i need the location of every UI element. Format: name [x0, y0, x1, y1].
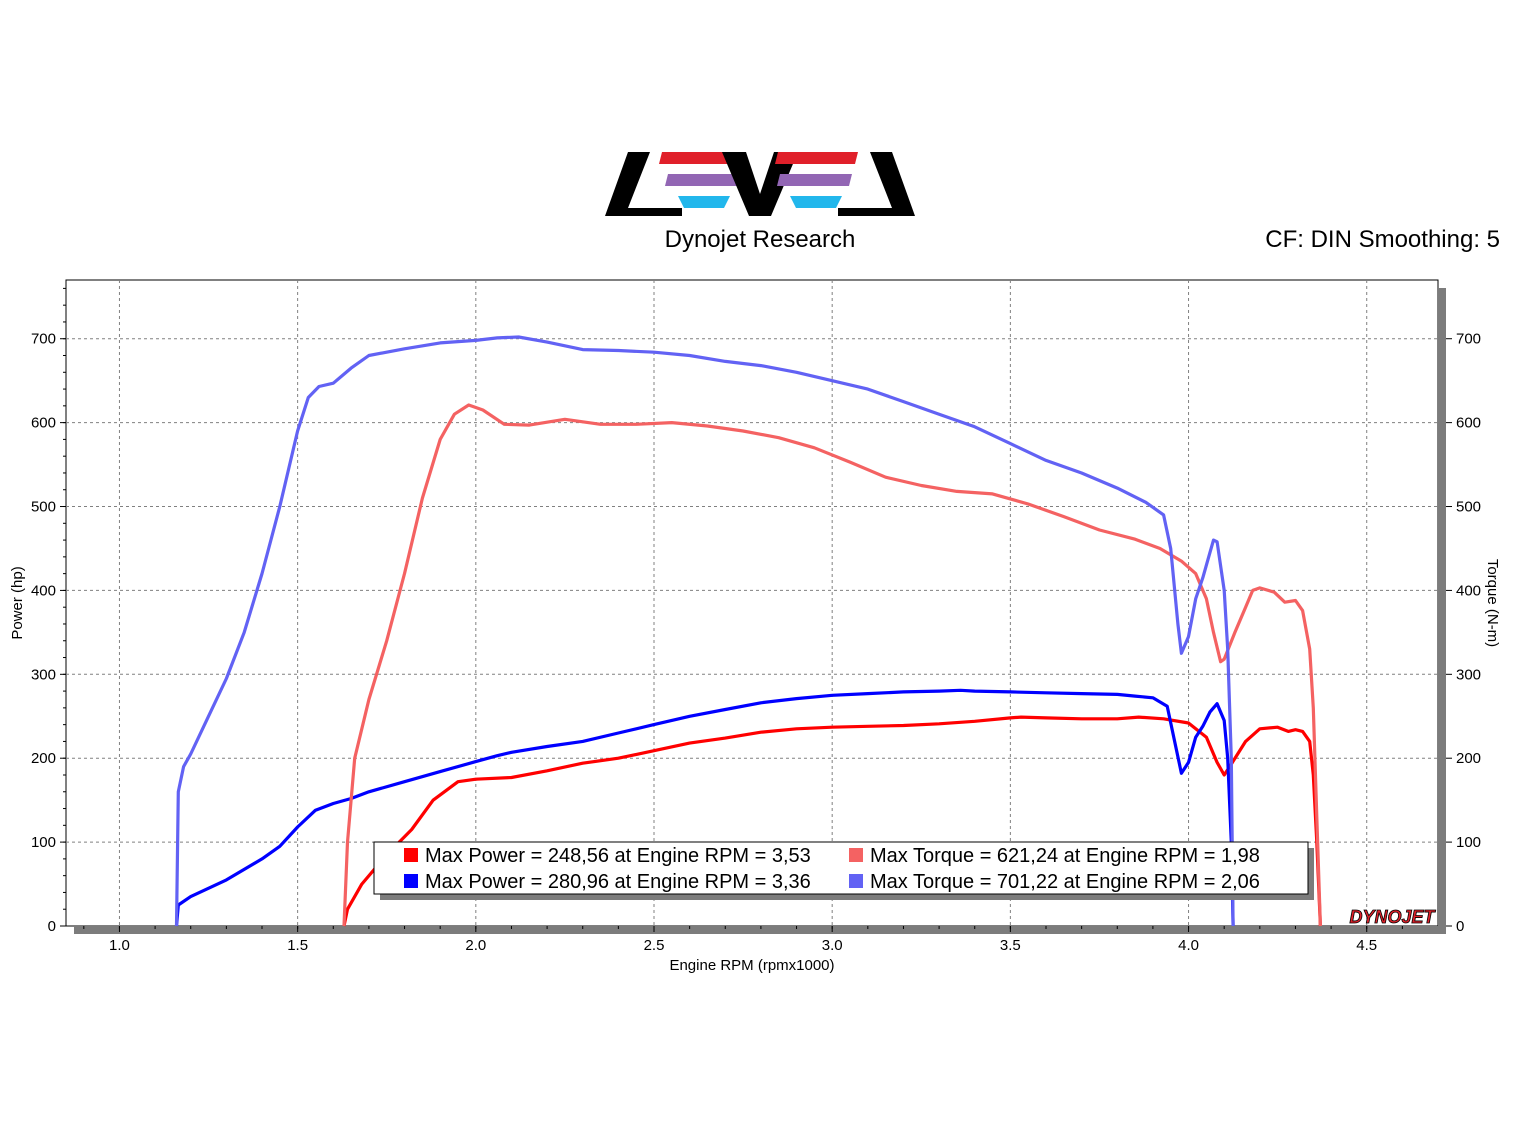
x-tick-label: 4.0	[1178, 937, 1199, 954]
right-scrollbar[interactable]	[1438, 288, 1446, 926]
y2-tick-label: 400	[1456, 582, 1481, 599]
legend-entry: Max Torque = 701,22 at Engine RPM = 2,06	[870, 871, 1260, 893]
x-tick-label: 1.0	[109, 937, 130, 954]
x-tick-label: 4.5	[1356, 937, 1377, 954]
logo-e1-cyan-bar	[678, 196, 730, 208]
legend-box	[373, 841, 1309, 895]
legend-entry: Max Torque = 621,24 at Engine RPM = 1,98	[870, 845, 1260, 867]
dynojet-watermark: DYNOJET	[1349, 907, 1436, 927]
y2-tick-label: 200	[1456, 750, 1481, 767]
logo-right-bracket	[838, 152, 915, 216]
correction-factor-info: CF: DIN Smoothing: 5	[1265, 226, 1500, 253]
y2-tick-label: 300	[1456, 666, 1481, 683]
logo-e2-cyan-bar	[790, 196, 842, 208]
logo-e2-red-bar	[775, 152, 858, 164]
x-axis-ticks: 1.0 1.5 2.0 2.5 3.0 3.5 4.0 4.5	[83, 926, 1403, 954]
logo-v	[722, 152, 798, 216]
y2-axis-label: Torque (N-m)	[1484, 559, 1501, 647]
y-axis-ticks: 0 100 200 300 400 500 600 700	[31, 287, 66, 935]
logo-e1-red-bar	[659, 152, 742, 164]
y-tick-label: 200	[31, 750, 56, 767]
y-tick-label: 400	[31, 582, 56, 599]
chart-subtitle: Dynojet Research	[664, 226, 856, 253]
legend-swatch	[849, 848, 863, 862]
series-line	[174, 688, 1235, 927]
y-tick-label: 600	[31, 415, 56, 432]
series-line	[342, 715, 1322, 927]
y-tick-label: 700	[31, 331, 56, 348]
legend-entry: Max Power = 280,96 at Engine RPM = 3,36	[425, 871, 811, 893]
x-tick-label: 2.0	[465, 937, 486, 954]
x-axis-label: Engine RPM (rpmx1000)	[669, 957, 834, 974]
legend-swatch	[404, 848, 418, 862]
legend-entry: Max Power = 248,56 at Engine RPM = 3,53	[425, 845, 811, 867]
series-line	[174, 335, 1235, 927]
y2-tick-label: 500	[1456, 499, 1481, 516]
legend-swatch	[849, 874, 863, 888]
logo-e1-purple-bar	[665, 174, 740, 186]
legend: Max Power = 248,56 at Engine RPM = 3,53 M…	[373, 841, 1314, 900]
y-axis-label: Power (hp)	[9, 566, 26, 639]
x-tick-label: 3.0	[822, 937, 843, 954]
y2-tick-label: 600	[1456, 415, 1481, 432]
y-tick-label: 0	[48, 918, 56, 935]
y2-tick-label: 0	[1456, 918, 1464, 935]
x-tick-label: 1.5	[287, 937, 308, 954]
y2-tick-label: 700	[1456, 331, 1481, 348]
series-line	[342, 403, 1322, 927]
legend-swatch	[404, 874, 418, 888]
y2-axis-ticks: 0 100 200 300 400 500 600 700	[1446, 331, 1481, 935]
y-tick-label: 300	[31, 666, 56, 683]
y-tick-label: 100	[31, 834, 56, 851]
bottom-scrollbar[interactable]	[74, 926, 1446, 934]
logo-e2-purple-bar	[777, 174, 852, 186]
grid-lines	[66, 280, 1438, 926]
series-group	[174, 335, 1322, 927]
logo-left-bracket	[605, 152, 682, 216]
y2-tick-label: 100	[1456, 834, 1481, 851]
level-logo	[605, 152, 915, 216]
x-tick-label: 2.5	[644, 937, 665, 954]
y-tick-label: 500	[31, 499, 56, 516]
x-tick-label: 3.5	[1000, 937, 1021, 954]
